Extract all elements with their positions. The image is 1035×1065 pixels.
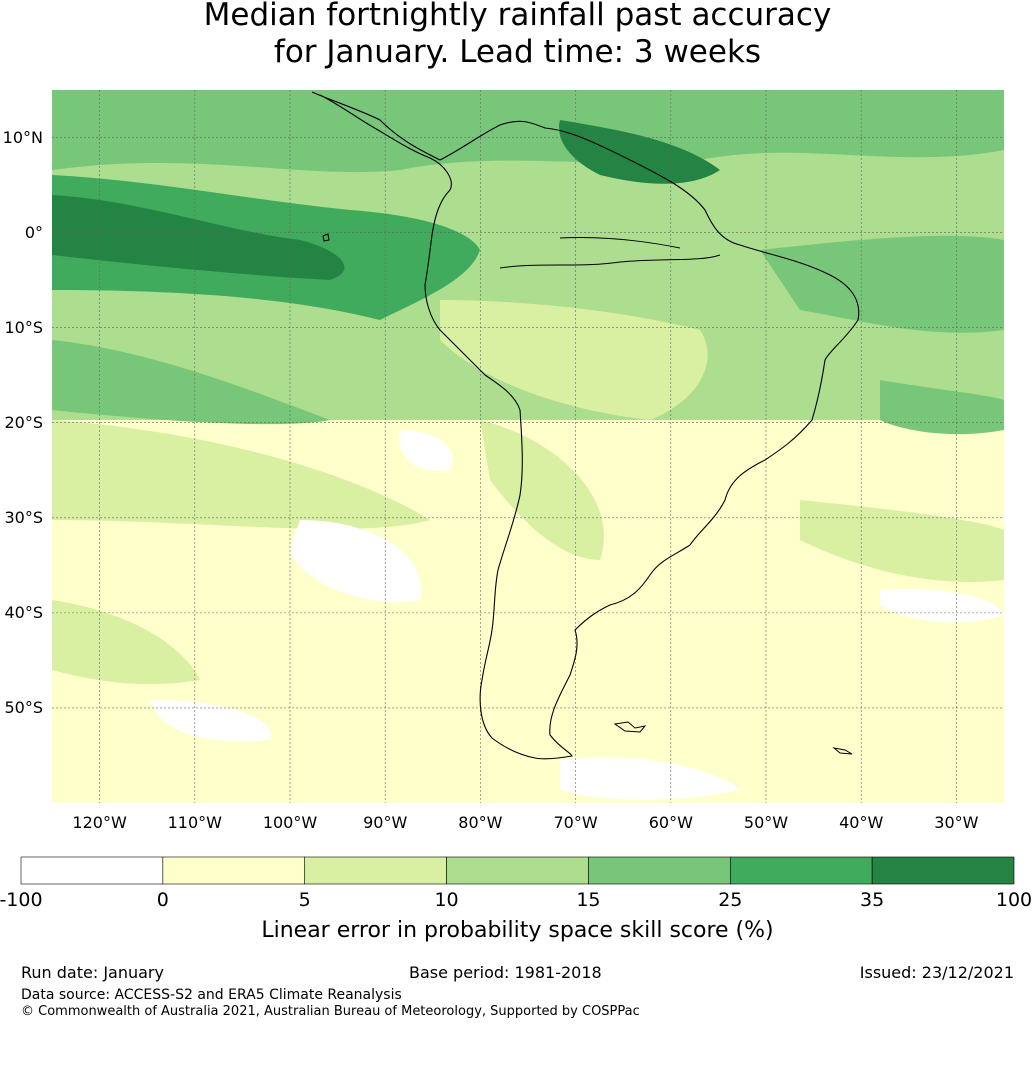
skill-patch-negative-4 [399, 430, 453, 471]
lat-label: 20°S [4, 412, 43, 432]
colorbar [20, 856, 1015, 885]
colorbar-segment [20, 856, 164, 885]
colorbar-segment [304, 856, 447, 885]
galapagos-islands [322, 233, 330, 242]
rio-negro [559, 237, 681, 249]
skill-patch-negative-5 [150, 700, 272, 742]
run-date: Run date: January [21, 963, 164, 982]
falkland-islands [613, 721, 647, 733]
colorbar-tick-label: 35 [860, 889, 885, 911]
map-gridlines [52, 90, 1004, 803]
colorbar-segment [729, 856, 873, 885]
skill-patch-atlantic-south [800, 500, 1004, 582]
lat-label: 50°S [4, 697, 43, 717]
skill-patch-negative-3 [560, 757, 740, 800]
lon-label: 40°W [839, 813, 884, 832]
lon-label: 70°W [553, 813, 598, 832]
colorbar-segment [446, 856, 589, 885]
lon-label: 90°W [363, 813, 408, 832]
colorbar-tick-label: 5 [298, 889, 311, 911]
lat-label: 30°S [4, 507, 43, 527]
lon-label: 120°W [72, 813, 127, 832]
skill-patch-south-atlantic [880, 380, 1004, 435]
skill-band-midlat-pacific [52, 420, 430, 529]
copyright-notice: © Commonwealth of Australia 2021, Austra… [21, 1004, 640, 1019]
lon-label: 100°W [262, 813, 318, 832]
skill-patch-andes [440, 300, 708, 420]
colorbar-segment [871, 856, 1015, 885]
lat-label: 0° [24, 222, 43, 242]
colorbar-segment [588, 856, 731, 885]
colorbar-tick-label: 100 [995, 889, 1033, 911]
chart-title-line-1: Median fortnightly rainfall past accurac… [203, 0, 832, 33]
colorbar-label: Linear error in probability space skill … [261, 918, 774, 943]
colorbar-tick-label: 0 [156, 889, 169, 911]
colorbar-tick-label: 25 [718, 889, 743, 911]
issued-date: Issued: 23/12/2021 [859, 963, 1014, 982]
colorbar-tick-label: 15 [576, 889, 601, 911]
skill-patch-subtropical [480, 420, 604, 560]
amazon-river [499, 254, 721, 269]
colorbar-tick-label: -100 [0, 889, 43, 911]
skill-band-se-pacific [52, 340, 330, 425]
south-america-coastline [311, 91, 860, 760]
data-source: Data source: ACCESS-S2 and ERA5 Climate … [21, 987, 402, 1003]
lon-label: 50°W [743, 813, 789, 832]
skill-patch-negative-1 [290, 520, 422, 602]
lon-label: 110°W [167, 813, 222, 832]
chart-title-line-2: for January. Lead time: 3 weeks [273, 34, 762, 70]
skill-patch-negative-2 [880, 589, 1004, 623]
lon-label: 60°W [648, 813, 693, 832]
skill-band-atlantic [760, 235, 1004, 333]
lon-label: 80°W [458, 813, 503, 832]
south-georgia [832, 747, 853, 755]
skill-patch-southwest [52, 600, 200, 685]
skill-patch-guiana [559, 120, 720, 184]
lat-label: 10°N [2, 127, 43, 147]
colorbar-tick-label: 10 [434, 889, 459, 911]
lat-label: 40°S [4, 602, 43, 622]
base-period: Base period: 1981-2018 [409, 963, 602, 982]
skill-band-pacific-core [52, 195, 345, 280]
colorbar-segment [162, 856, 306, 885]
lon-label: 30°W [934, 813, 979, 832]
lat-label: 10°S [4, 317, 43, 337]
